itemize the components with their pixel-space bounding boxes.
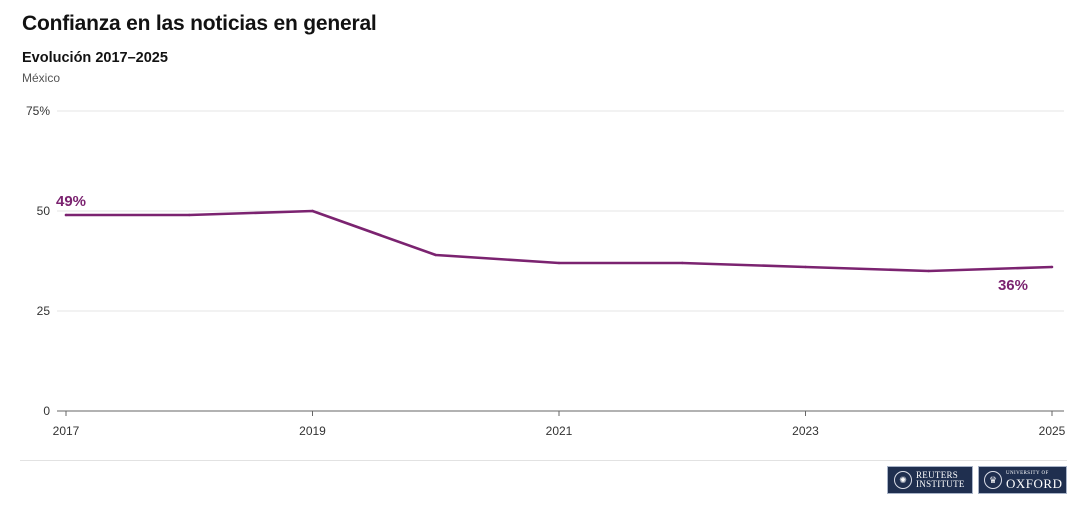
y-tick-label: 50: [37, 204, 51, 218]
reuters-dot-icon: ✺: [894, 471, 912, 489]
x-tick-label: 2025: [1039, 424, 1066, 438]
reuters-institute-logo[interactable]: ✺ REUTERS INSTITUTE: [887, 466, 973, 494]
y-tick-label: 75%: [26, 104, 50, 118]
data-point: [804, 265, 807, 269]
data-point: [64, 213, 68, 217]
data-labels: 49% 36%: [56, 193, 1028, 294]
x-tick-label: 2023: [792, 424, 819, 438]
data-point: [681, 261, 684, 265]
oxford-logo-big: OXFORD: [1006, 475, 1063, 491]
data-label: 49%: [56, 193, 86, 210]
oxford-university-logo[interactable]: ♛ UNIVERSITY OF OXFORD: [978, 466, 1067, 494]
data-point: [557, 261, 561, 265]
chart-title: Confianza en las noticias en general: [22, 12, 377, 35]
reuters-logo-line2: INSTITUTE: [916, 479, 965, 489]
data-point: [188, 213, 191, 217]
data-label: 36%: [998, 277, 1028, 294]
reuters-logo-line1: REUTERS: [916, 470, 959, 480]
data-point: [927, 269, 930, 273]
y-tick-label: 25: [37, 304, 51, 318]
x-tick-label: 2019: [299, 424, 326, 438]
x-axis: 2017 2019 2021 2023 2025: [53, 410, 1066, 438]
data-point: [434, 253, 437, 257]
oxford-crest-icon: ♛: [984, 471, 1002, 489]
x-tick-label: 2021: [546, 424, 573, 438]
series-lines: [64, 209, 1054, 273]
gridlines: [57, 110, 1064, 312]
footer-divider: [20, 460, 1067, 461]
data-point: [311, 209, 314, 213]
chart-subtitle: Evolución 2017–2025: [22, 50, 168, 66]
data-point: [1050, 265, 1054, 269]
y-axis-ticks: 0 25 50 75%: [26, 104, 50, 418]
oxford-logo-small: UNIVERSITY OF: [1006, 470, 1049, 476]
x-tick-label: 2017: [53, 424, 80, 438]
region-label: México: [22, 71, 61, 85]
y-tick-label: 0: [43, 404, 50, 418]
